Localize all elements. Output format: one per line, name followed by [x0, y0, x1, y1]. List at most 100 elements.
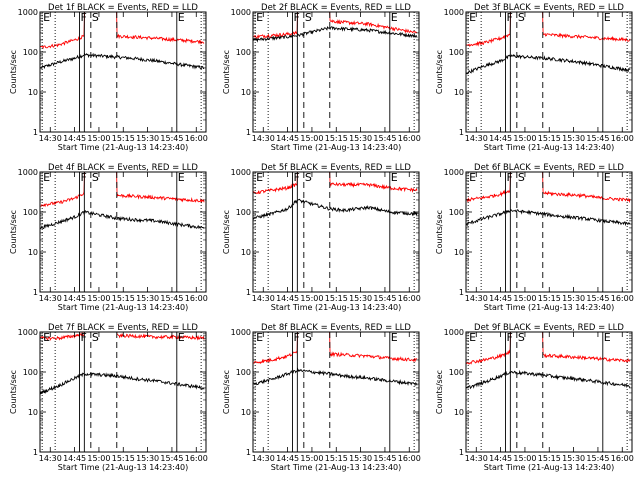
x-tick-label: 15:30	[562, 294, 585, 303]
x-tick-label: 16:00	[398, 134, 421, 143]
marker-letter: S	[92, 11, 99, 24]
x-tick-label: 15:15	[325, 294, 348, 303]
series-events-line	[466, 54, 631, 75]
y-tick-label: 100	[236, 368, 251, 377]
y-axis-label: Counts/sec	[435, 370, 444, 414]
x-tick-label: 16:00	[185, 294, 208, 303]
y-tick-label: 10	[454, 88, 464, 97]
marker-letter: E	[43, 11, 50, 24]
x-tick-label: 15:15	[538, 134, 561, 143]
y-tick-label: 1	[246, 128, 251, 137]
marker-letter: F	[80, 171, 86, 184]
x-axis-label: Start Time (21-Aug-13 14:23:40)	[271, 303, 402, 312]
x-tick-label: 14:45	[63, 134, 86, 143]
x-tick-label: 15:30	[136, 294, 159, 303]
panel-title: Det 4f BLACK = Events, RED = LLD	[48, 163, 198, 173]
x-tick-label: 14:30	[465, 134, 488, 143]
x-tick-label: 16:00	[398, 294, 421, 303]
x-tick-label: 15:30	[562, 454, 585, 463]
y-tick-label: 10	[241, 248, 251, 257]
marker-letter: E	[178, 11, 185, 24]
x-tick-label: 16:00	[398, 454, 421, 463]
x-tick-label: 15:45	[586, 294, 609, 303]
marker-letter: S	[92, 171, 99, 184]
marker-letter: E	[391, 11, 398, 24]
y-axis-label: Counts/sec	[9, 370, 18, 414]
x-tick-label: 15:15	[538, 454, 561, 463]
y-tick-label: 100	[449, 368, 464, 377]
series-events-line	[466, 369, 631, 390]
y-tick-label: 10	[241, 408, 251, 417]
x-axis-label: Start Time (21-Aug-13 14:23:40)	[58, 143, 189, 152]
y-tick-label: 1000	[18, 8, 38, 17]
y-tick-label: 1000	[231, 328, 251, 337]
panel-title: Det 8f BLACK = Events, RED = LLD	[261, 323, 411, 333]
x-tick-label: 14:45	[276, 454, 299, 463]
x-tick-label: 15:00	[87, 134, 110, 143]
y-tick-label: 1	[33, 288, 38, 297]
x-tick-label: 15:45	[373, 134, 396, 143]
plot-frame	[465, 331, 633, 453]
x-tick-label: 14:30	[39, 294, 62, 303]
x-tick-label: 16:00	[611, 134, 634, 143]
x-tick-label: 15:15	[538, 294, 561, 303]
y-tick-label: 1000	[444, 328, 464, 337]
x-tick-label: 14:30	[252, 134, 275, 143]
marker-letter: E	[391, 331, 398, 344]
marker-letter: E	[604, 171, 611, 184]
marker-letter: F	[293, 11, 299, 24]
marker-letter: E	[469, 171, 476, 184]
x-tick-label: 15:45	[586, 134, 609, 143]
marker-letter: F	[506, 171, 512, 184]
marker-letter: E	[256, 331, 263, 344]
y-tick-label: 1	[33, 128, 38, 137]
marker-letter: E	[391, 171, 398, 184]
marker-letter: E	[256, 171, 263, 184]
x-tick-label: 14:45	[489, 134, 512, 143]
y-axis-label: Counts/sec	[222, 50, 231, 94]
x-tick-label: 15:45	[373, 294, 396, 303]
panel-title: Det 6f BLACK = Events, RED = LLD	[474, 163, 624, 173]
marker-letter: S	[305, 11, 312, 24]
marker-letter: F	[506, 331, 512, 344]
y-axis-label: Counts/sec	[222, 370, 231, 414]
marker-letter: E	[256, 11, 263, 24]
marker-letter: S	[518, 331, 525, 344]
y-tick-label: 100	[23, 368, 38, 377]
x-tick-label: 15:00	[513, 454, 536, 463]
x-tick-label: 14:45	[63, 294, 86, 303]
marker-letter: E	[469, 11, 476, 24]
x-tick-label: 15:30	[136, 134, 159, 143]
plot-frame	[465, 171, 633, 293]
series-events-line	[466, 209, 631, 227]
x-tick-label: 14:45	[489, 454, 512, 463]
x-tick-label: 14:45	[489, 294, 512, 303]
x-tick-label: 15:00	[513, 294, 536, 303]
y-tick-label: 100	[23, 48, 38, 57]
marker-letter: E	[469, 331, 476, 344]
y-tick-label: 100	[236, 48, 251, 57]
x-tick-label: 15:00	[300, 294, 323, 303]
y-tick-label: 1000	[444, 168, 464, 177]
y-axis-label: Counts/sec	[435, 210, 444, 254]
marker-letter: F	[506, 11, 512, 24]
y-tick-label: 10	[28, 408, 38, 417]
x-tick-label: 15:15	[112, 134, 135, 143]
panel-title: Det 3f BLACK = Events, RED = LLD	[474, 3, 624, 13]
x-tick-label: 16:00	[185, 134, 208, 143]
y-tick-label: 100	[449, 48, 464, 57]
series-events-line	[40, 372, 205, 395]
x-tick-label: 15:15	[112, 454, 135, 463]
marker-letter: E	[178, 171, 185, 184]
plot-frame	[252, 171, 420, 293]
y-tick-label: 10	[241, 88, 251, 97]
x-tick-label: 15:15	[325, 454, 348, 463]
x-tick-label: 15:15	[112, 294, 135, 303]
y-axis-label: Counts/sec	[222, 210, 231, 254]
x-tick-label: 15:45	[160, 134, 183, 143]
x-tick-label: 16:00	[611, 294, 634, 303]
y-tick-label: 1	[246, 288, 251, 297]
